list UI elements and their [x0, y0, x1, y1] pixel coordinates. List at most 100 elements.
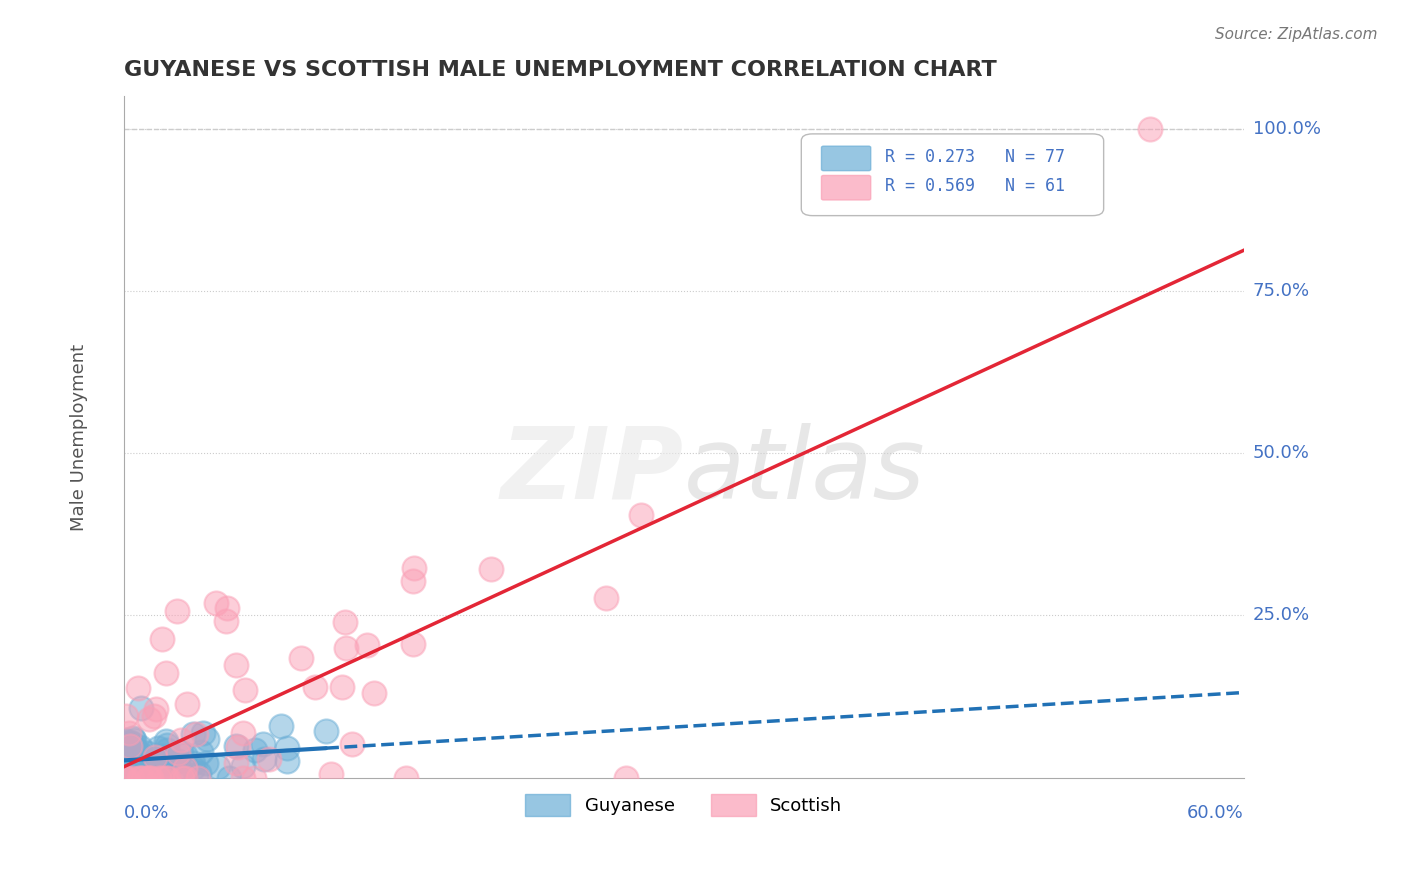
Point [155, 734, 177, 748]
Point [118, 725, 141, 739]
Point [124, 742, 146, 756]
Point [122, 761, 145, 775]
Point [149, 752, 172, 766]
FancyBboxPatch shape [821, 176, 870, 200]
Point [170, 764, 193, 778]
Point [195, 732, 218, 747]
Point [176, 697, 198, 711]
Point [174, 771, 197, 785]
Point [138, 771, 160, 785]
Point [356, 638, 378, 652]
Point [252, 737, 274, 751]
Point [135, 746, 157, 760]
Point [257, 752, 280, 766]
Point [276, 740, 298, 755]
Point [163, 755, 186, 769]
Point [173, 761, 195, 775]
Text: Male Unemployment: Male Unemployment [70, 343, 89, 531]
Point [402, 561, 425, 575]
Point [243, 743, 266, 757]
Point [207, 760, 229, 774]
Point [120, 739, 142, 753]
Point [122, 766, 145, 780]
Point [315, 723, 337, 738]
Point [122, 732, 145, 747]
Text: 25.0%: 25.0% [1253, 607, 1310, 624]
Point [595, 591, 617, 605]
Point [170, 771, 193, 785]
Point [195, 756, 218, 771]
Point [290, 651, 312, 665]
Point [481, 562, 503, 576]
Point [118, 735, 141, 749]
Point [155, 755, 177, 769]
Point [127, 681, 149, 696]
Point [120, 743, 142, 757]
Point [188, 766, 211, 780]
Point [166, 604, 188, 618]
Point [131, 754, 153, 768]
Point [630, 508, 652, 522]
Point [132, 771, 155, 785]
Point [155, 666, 177, 681]
Point [149, 748, 172, 763]
Point [127, 760, 149, 774]
Point [114, 771, 136, 785]
Point [402, 637, 425, 651]
Point [139, 758, 162, 772]
Point [128, 748, 150, 763]
Point [225, 756, 247, 770]
Point [122, 771, 145, 785]
Point [187, 771, 209, 785]
Point [215, 601, 238, 615]
Point [181, 756, 204, 771]
Point [112, 733, 135, 747]
FancyBboxPatch shape [821, 146, 870, 170]
Point [115, 737, 138, 751]
Text: atlas: atlas [683, 423, 925, 519]
Point [204, 596, 226, 610]
Point [225, 739, 247, 754]
Text: 50.0%: 50.0% [1253, 444, 1310, 462]
Point [129, 739, 152, 754]
Point [232, 726, 254, 740]
Point [148, 771, 170, 785]
Point [121, 737, 143, 751]
Point [139, 759, 162, 773]
Point [232, 771, 254, 785]
Point [128, 771, 150, 785]
Point [145, 702, 167, 716]
Text: ZIP: ZIP [501, 423, 683, 519]
Point [330, 681, 353, 695]
Point [146, 755, 169, 769]
Point [156, 771, 179, 785]
Point [129, 771, 152, 785]
Point [174, 771, 197, 785]
Point [614, 771, 637, 785]
Point [402, 574, 425, 589]
Point [1139, 121, 1161, 136]
FancyBboxPatch shape [801, 134, 1104, 216]
Point [166, 754, 188, 768]
Point [181, 761, 204, 775]
Point [190, 745, 212, 759]
Point [139, 771, 162, 785]
Point [122, 731, 145, 746]
Point [134, 760, 156, 774]
Point [156, 739, 179, 753]
Legend: Guyanese, Scottish: Guyanese, Scottish [517, 787, 849, 823]
Point [146, 740, 169, 755]
Point [233, 683, 256, 698]
Point [184, 727, 207, 741]
Point [150, 632, 173, 646]
Point [138, 712, 160, 726]
Point [156, 743, 179, 757]
Point [114, 709, 136, 723]
Point [156, 771, 179, 785]
Text: GUYANESE VS SCOTTISH MALE UNEMPLOYMENT CORRELATION CHART: GUYANESE VS SCOTTISH MALE UNEMPLOYMENT C… [124, 60, 997, 79]
Point [363, 686, 385, 700]
Point [184, 771, 207, 785]
Point [143, 750, 166, 764]
Point [304, 680, 326, 694]
Point [122, 749, 145, 764]
